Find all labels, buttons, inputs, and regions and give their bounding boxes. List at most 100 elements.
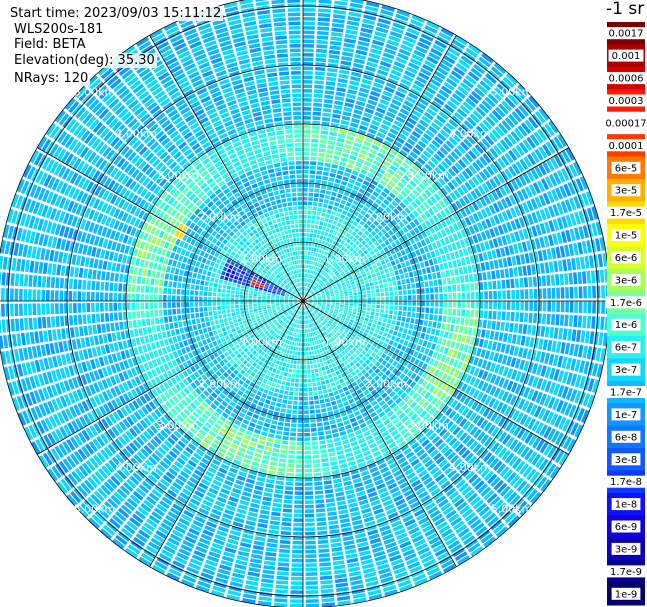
radar-cell <box>384 407 392 414</box>
radar-cell <box>424 60 436 69</box>
radar-cell <box>364 317 369 322</box>
radar-cell <box>424 391 431 400</box>
radar-cell <box>322 236 327 241</box>
radar-cell <box>334 226 340 232</box>
radar-cell <box>329 238 334 244</box>
radar-cell <box>368 386 375 392</box>
radar-cell <box>458 482 469 493</box>
radar-cell <box>401 242 408 249</box>
radar-cell <box>518 104 529 117</box>
radar-cell <box>360 227 366 233</box>
radar-cell <box>485 180 494 191</box>
radar-cell <box>311 275 314 279</box>
radar-cell <box>417 360 424 368</box>
radar-cell <box>441 373 448 381</box>
radar-cell <box>332 386 337 392</box>
radar-cell <box>403 431 411 439</box>
radar-cell <box>366 271 371 276</box>
radar-cell <box>336 299 340 301</box>
radar-cell <box>333 312 338 316</box>
radar-cell <box>320 291 325 294</box>
radar-cell <box>443 484 454 493</box>
radar-cell <box>316 293 321 296</box>
radar-cell <box>415 395 423 403</box>
radar-cell <box>602 253 608 267</box>
radar-cell <box>567 181 576 195</box>
radar-cell <box>417 233 424 240</box>
radar-cell <box>304 414 310 419</box>
radar-cell <box>340 224 346 230</box>
radar-cell <box>456 258 462 267</box>
radar-cell <box>337 78 348 84</box>
radar-cell <box>317 17 330 22</box>
radar-cell <box>440 187 448 196</box>
radar-cell <box>437 362 444 370</box>
radar-cell <box>380 9 394 17</box>
radar-cell <box>552 218 560 231</box>
radar-cell <box>337 0 348 2</box>
radar-cell <box>291 341 295 346</box>
radar-cell <box>446 339 452 348</box>
radar-cell <box>331 27 344 33</box>
radar-cell <box>337 284 342 288</box>
radar-cell <box>306 351 309 356</box>
radar-cell <box>305 342 308 347</box>
radar-cell <box>349 344 354 349</box>
radar-cell <box>460 184 469 194</box>
radar-cell <box>293 360 297 365</box>
radar-cell <box>269 525 280 530</box>
radar-cell <box>372 191 379 198</box>
radar-cell <box>538 146 548 159</box>
radar-cell <box>327 388 333 393</box>
radar-cell <box>276 575 289 581</box>
radar-cell <box>433 314 438 321</box>
radar-cell <box>386 262 392 268</box>
radar-cell <box>522 265 527 276</box>
radar-cell <box>392 315 397 320</box>
radar-cell <box>468 43 481 55</box>
radar-cell <box>319 376 325 381</box>
radar-cell <box>508 455 519 467</box>
radar-cell <box>360 281 365 285</box>
radar-cell <box>412 392 419 400</box>
radar-cell <box>321 283 326 287</box>
radar-cell <box>254 536 266 542</box>
radar-cell <box>416 288 421 294</box>
radar-cell <box>574 359 581 372</box>
radar-cell <box>284 422 291 427</box>
radar-cell <box>366 132 375 139</box>
radar-cell <box>527 324 532 335</box>
radar-cell <box>493 62 506 74</box>
radar-cell <box>349 247 354 252</box>
radar-cell <box>361 23 374 30</box>
radar-cell <box>367 198 374 205</box>
radar-cell <box>305 246 309 251</box>
radar-cell <box>313 287 317 291</box>
radar-cell <box>431 205 439 214</box>
radar-cell <box>310 161 317 166</box>
radar-cell <box>325 379 330 384</box>
radar-cell <box>525 336 531 347</box>
radar-cell <box>386 388 393 395</box>
radar-cell <box>354 234 360 240</box>
radar-cell <box>437 477 448 486</box>
radar-cell <box>384 48 396 56</box>
radar-cell <box>582 393 591 407</box>
radar-cell <box>374 338 380 344</box>
radar-cell <box>349 278 354 283</box>
radar-cell <box>446 100 458 110</box>
radar-cell <box>493 175 502 186</box>
radar-cell <box>429 367 436 375</box>
radar-cell <box>287 373 292 378</box>
radar-cell <box>327 285 332 288</box>
radar-cell <box>276 430 283 435</box>
radar-cell <box>317 304 321 307</box>
radar-cell <box>577 315 583 328</box>
radar-cell <box>408 438 417 446</box>
radar-cell <box>587 301 592 314</box>
radar-cell <box>511 334 517 344</box>
radar-cell <box>431 435 441 444</box>
radar-cell <box>363 276 368 281</box>
radar-cell <box>326 316 330 320</box>
radar-cell <box>486 454 496 466</box>
